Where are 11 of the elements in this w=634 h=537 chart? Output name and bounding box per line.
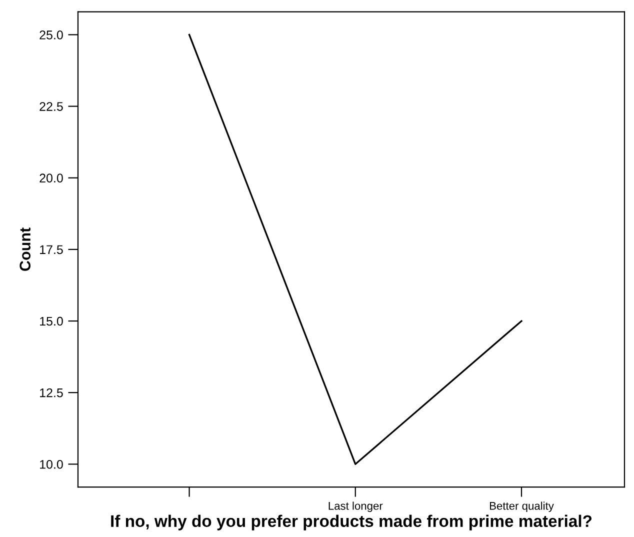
y-tick-label: 15.0 [40,316,63,326]
y-tick-label: 10.0 [40,460,63,469]
y-tick-label: 17.5 [40,245,63,254]
x-axis-title: If no, why do you prefer products made from prime material? [111,514,592,530]
y-tick-label: 12.5 [40,388,63,398]
y-tick-label: 22.5 [40,102,63,111]
y-tick-label: 20.0 [40,174,63,183]
y-axis-title: Count [20,228,30,271]
y-tick-label: 25.0 [40,30,63,40]
x-tick-label: Better quality [490,502,554,512]
x-tick-label: Last longer [328,502,383,512]
